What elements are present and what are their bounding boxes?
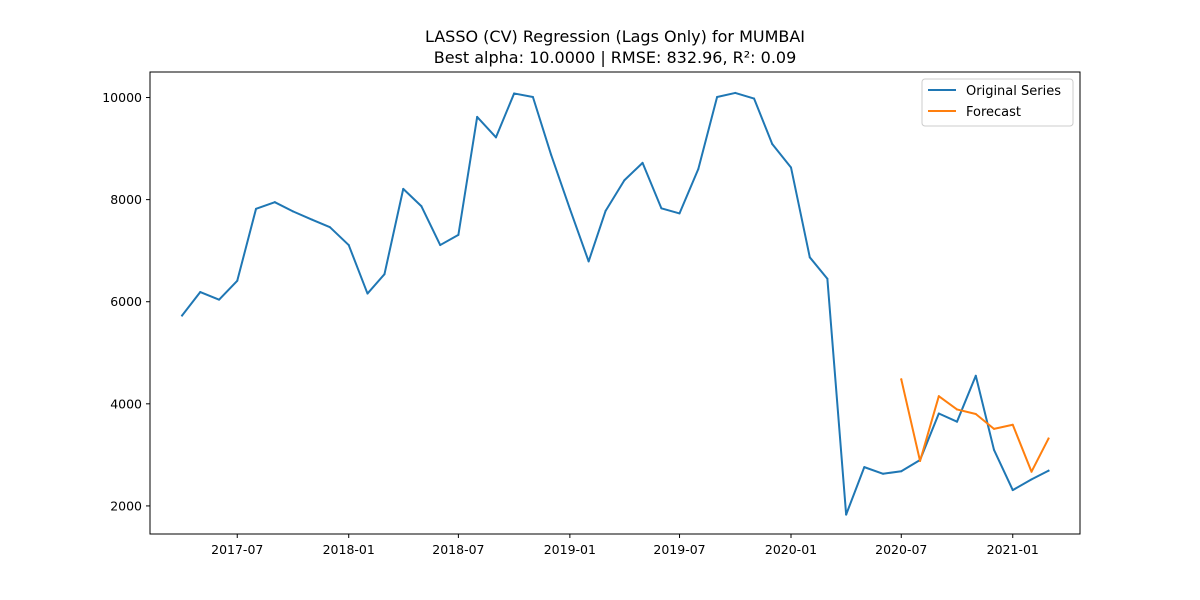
data-point-original-series — [328, 226, 331, 229]
data-point-forecast — [992, 427, 995, 430]
data-point-original-series — [882, 472, 885, 475]
data-point-original-series — [383, 273, 386, 276]
chart-title: LASSO (CV) Regression (Lags Only) for MU… — [424, 27, 806, 46]
x-tick-label: 2021-01 — [987, 542, 1039, 557]
data-point-original-series — [531, 96, 534, 99]
data-point-original-series — [623, 179, 626, 182]
data-point-original-series — [1030, 478, 1033, 481]
data-point-original-series — [550, 153, 553, 156]
data-point-forecast — [1011, 423, 1014, 426]
data-point-original-series — [734, 91, 737, 94]
data-point-original-series — [366, 292, 369, 295]
data-point-original-series — [310, 218, 313, 221]
data-point-original-series — [1047, 469, 1050, 472]
data-point-original-series — [255, 207, 258, 210]
legend-label-forecast: Forecast — [966, 105, 1021, 120]
x-axis: 2017-07 2018-01 2018-07 2019-01 2019-07 2020-… — [211, 534, 1039, 557]
data-point-original-series — [900, 470, 903, 473]
data-point-original-series — [753, 97, 756, 100]
data-point-original-series — [587, 260, 590, 263]
x-tick-label: 2019-07 — [653, 542, 705, 557]
data-point-original-series — [974, 374, 977, 377]
data-point-original-series — [439, 244, 442, 247]
data-point-original-series — [273, 201, 276, 204]
data-point-original-series — [937, 412, 940, 415]
data-point-forecast — [1047, 437, 1050, 440]
data-point-original-series — [236, 279, 239, 282]
x-tick-label: 2019-01 — [544, 542, 596, 557]
data-point-original-series — [457, 233, 460, 236]
data-point-original-series — [218, 298, 221, 301]
data-point-original-series — [697, 167, 700, 170]
y-tick-label: 10000 — [102, 90, 142, 105]
y-tick-label: 2000 — [110, 498, 142, 513]
x-tick-label: 2018-01 — [323, 542, 375, 557]
data-point-original-series — [199, 291, 202, 294]
data-point-original-series — [181, 314, 184, 317]
y-tick-label: 8000 — [110, 192, 142, 207]
data-point-original-series — [771, 142, 774, 145]
data-point-forecast — [919, 459, 922, 462]
x-tick-label: 2020-01 — [765, 542, 817, 557]
data-point-original-series — [402, 187, 405, 190]
data-point-original-series — [291, 210, 294, 213]
data-point-original-series — [716, 96, 719, 99]
y-tick-label: 4000 — [110, 396, 142, 411]
series-line-original-series — [180, 91, 1050, 516]
data-point-original-series — [678, 212, 681, 215]
data-point-original-series — [476, 115, 479, 118]
data-point-original-series — [347, 244, 350, 247]
data-point-forecast — [900, 378, 903, 381]
data-point-original-series — [863, 466, 866, 469]
data-point-original-series — [420, 205, 423, 208]
data-point-forecast — [974, 413, 977, 416]
legend-box — [921, 78, 1074, 127]
plot-frame — [149, 71, 1081, 535]
x-tick-label: 2017-07 — [211, 542, 263, 557]
data-point-original-series — [808, 256, 811, 259]
data-point-forecast — [1030, 470, 1033, 473]
data-point-original-series — [845, 513, 848, 516]
data-point-original-series — [956, 420, 959, 423]
data-point-original-series — [992, 448, 995, 451]
data-point-original-series — [1011, 489, 1014, 492]
chart-subtitle: Best alpha: 10.0000 | RMSE: 832.96, R²: … — [433, 48, 797, 67]
data-point-original-series — [660, 207, 663, 210]
data-point-original-series — [604, 209, 607, 212]
y-axis: 2000 4000 6000 8000 10000 — [102, 90, 150, 513]
series-layer — [180, 91, 1050, 516]
legend-label-original-series: Original Series — [966, 84, 1061, 99]
data-point-original-series — [568, 207, 571, 210]
data-point-forecast — [937, 395, 940, 398]
data-point-original-series — [494, 136, 497, 139]
series-line-forecast — [900, 378, 1050, 473]
x-tick-label: 2018-07 — [432, 542, 484, 557]
data-point-forecast — [956, 408, 959, 411]
x-tick-label: 2020-07 — [875, 542, 927, 557]
y-tick-label: 6000 — [110, 294, 142, 309]
data-point-original-series — [790, 166, 793, 169]
data-point-original-series — [826, 277, 829, 280]
data-point-original-series — [513, 92, 516, 95]
data-point-original-series — [641, 161, 644, 164]
legend: Original Series Forecast — [921, 78, 1074, 127]
